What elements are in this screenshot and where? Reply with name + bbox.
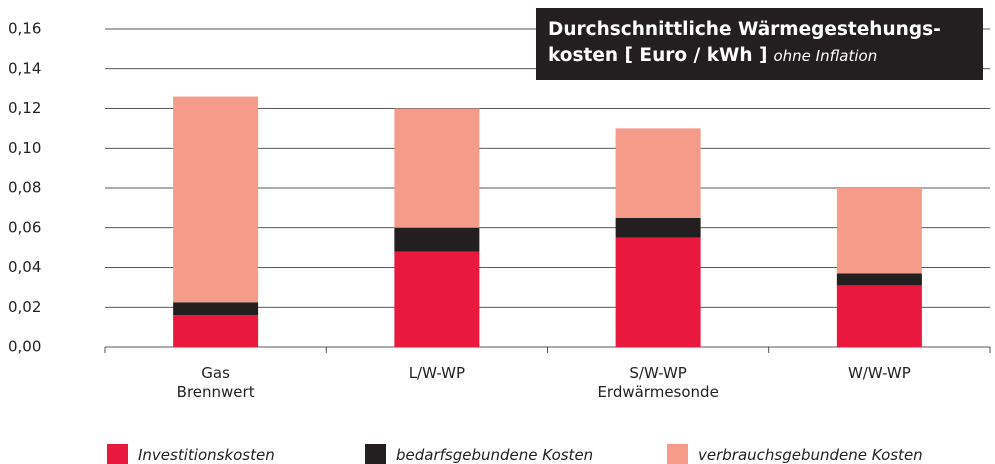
legend-swatch [107,444,128,464]
legend-item: verbrauchsgebundene Kosten [667,444,923,464]
y-tick-label: 0,12 [8,99,41,117]
legend-swatch [667,444,688,464]
bar-segment [173,96,259,303]
chart-title: Durchschnittliche Wärmegestehungs- koste… [548,19,941,66]
bar-segment [394,227,480,252]
bar-segment [173,315,259,347]
chart-subtitle: ohne Inflation [773,47,878,65]
legend-item: bedarfsgebundene Kosten [365,444,593,464]
bar-segment [836,273,922,286]
y-tick-label: 0,06 [8,218,41,236]
x-tick-label: L/W-WP [408,364,466,382]
legend-swatch [365,444,386,464]
bar-segment [394,251,480,347]
bar-segment [615,237,701,347]
y-tick-label: 0,08 [8,179,41,197]
x-tick-label: Gas Brennwert [176,364,255,401]
y-tick-label: 0,04 [8,258,41,276]
x-tick-label: S/W-WP Erdwärmesonde [597,364,719,401]
bar-segment [173,302,259,316]
legend-label: Investitionskosten [138,445,275,464]
bar-segment [836,285,922,347]
bar-segment [615,128,701,218]
x-tick-label: W/W-WP [847,364,911,382]
y-tick-label: 0,02 [8,298,41,316]
legend-item: Investitionskosten [107,444,275,464]
title-box: Durchschnittliche Wärmegestehungs- koste… [536,8,983,80]
y-tick-label: 0,00 [8,338,41,356]
y-tick-label: 0,14 [8,59,41,77]
bar-segment [394,108,480,228]
bar-segment [836,188,922,274]
y-tick-label: 0,16 [8,20,41,38]
legend-label: bedarfsgebundene Kosten [396,445,594,464]
y-tick-label: 0,10 [8,139,41,157]
bar-segment [615,217,701,238]
legend-label: verbrauchsgebundene Kosten [698,445,923,464]
